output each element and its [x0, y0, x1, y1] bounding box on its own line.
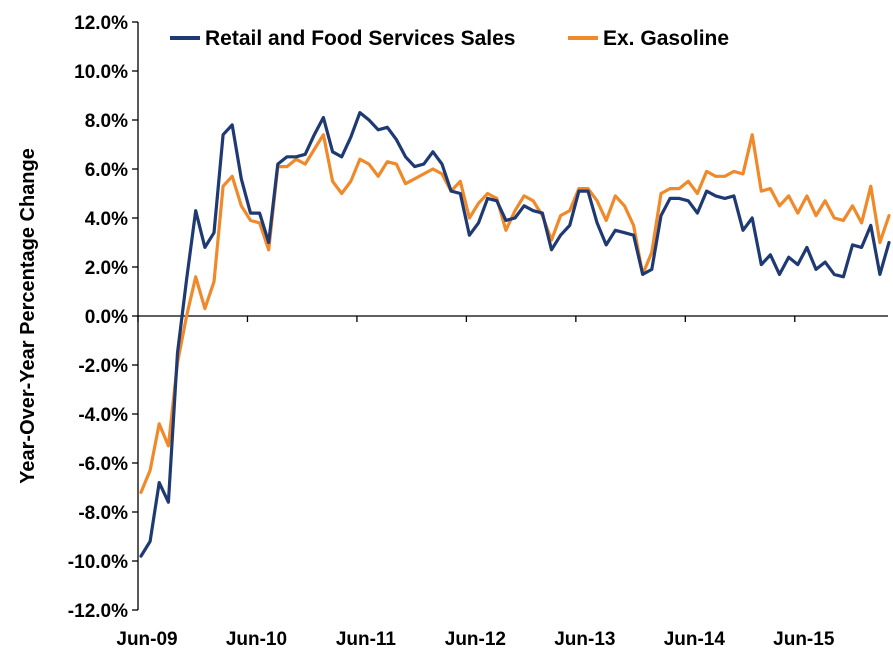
series-line-1 [139, 133, 891, 494]
series-line-0 [139, 110, 891, 558]
y-tick-label: 2.0% [85, 258, 128, 279]
y-tick-label: -12.0% [68, 601, 128, 622]
x-tick-label: Jun-12 [445, 629, 506, 650]
y-tick-label: 4.0% [85, 209, 128, 230]
y-axis: -12.0% -10.0% -8.0% -6.0% -4.0% -2.0% 0.0% 2.0%… [68, 13, 139, 622]
series-layer [139, 110, 891, 558]
legend: Retail and Food Services Sales Ex. Gasoli… [170, 27, 729, 50]
y-axis-title: Year-Over-Year Percentage Change [17, 148, 39, 484]
x-tick-label: Jun-09 [116, 629, 177, 650]
x-tick-label: Jun-13 [554, 629, 615, 650]
y-tick-label: -8.0% [78, 503, 128, 524]
y-tick-label: 6.0% [85, 160, 128, 181]
y-tick-label: 8.0% [85, 111, 128, 132]
legend-label: Retail and Food Services Sales [205, 27, 515, 50]
x-tick-label: Jun-14 [664, 629, 726, 650]
y-tick-label: -4.0% [78, 405, 128, 426]
y-tick-label: -6.0% [78, 454, 128, 475]
x-tick-label: Jun-10 [226, 629, 287, 650]
x-axis: Jun-09 Jun-10 Jun-11 Jun-12 Jun-13 Jun-14 Jun-… [116, 315, 888, 650]
x-tick-label: Jun-15 [773, 629, 835, 650]
y-tick-label: -10.0% [68, 552, 128, 573]
x-tick-label: Jun-11 [336, 629, 397, 650]
y-tick-label: -2.0% [78, 356, 128, 377]
legend-label: Ex. Gasoline [603, 27, 729, 50]
y-tick-label: 10.0% [74, 62, 128, 83]
y-tick-label: 12.0% [74, 13, 128, 34]
y-tick-label: 0.0% [85, 307, 128, 328]
